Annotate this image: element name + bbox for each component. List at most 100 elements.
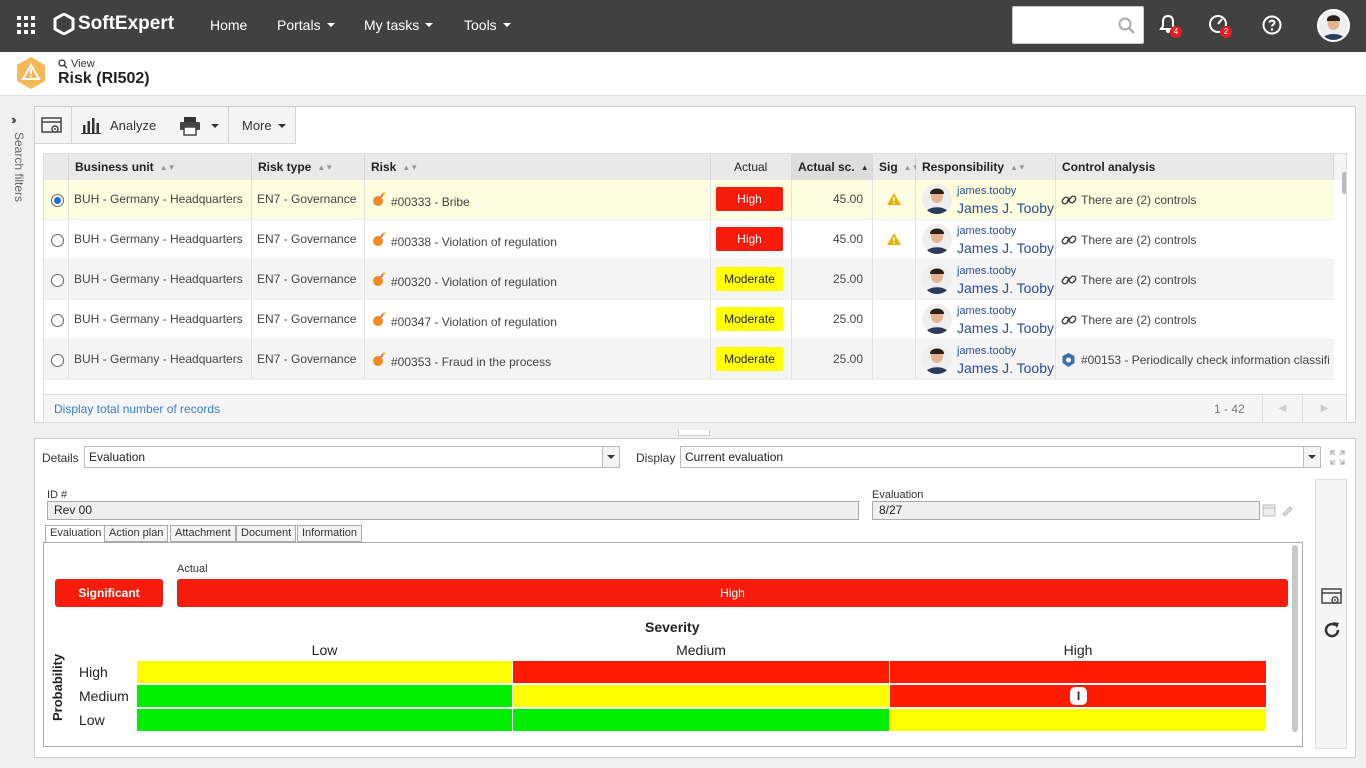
dropdown-arrow-icon[interactable]	[1303, 447, 1320, 467]
user-full-name[interactable]: James J. Tooby	[957, 360, 1055, 376]
business-unit-cell: BUH - Germany - Headquarters	[69, 300, 252, 340]
column-header-risk[interactable]: Risk ▲▼	[365, 154, 711, 180]
risk-name[interactable]: #00333 - Bribe	[391, 195, 470, 209]
display-total-records-link[interactable]: Display total number of records	[54, 402, 221, 416]
actual-level-cell: Moderate	[711, 340, 792, 380]
sort-ascending-icon[interactable]: ▲	[860, 162, 869, 172]
print-button[interactable]	[179, 116, 219, 136]
row-radio-button[interactable]	[51, 354, 64, 367]
risk-name[interactable]: #00347 - Violation of regulation	[391, 315, 557, 329]
display-select[interactable]: Current evaluation	[680, 446, 1321, 468]
chevron-down-icon	[502, 23, 511, 27]
more-button[interactable]: More	[242, 118, 286, 133]
current-risk-marker[interactable]: I	[1070, 687, 1087, 705]
table-row[interactable]: BUH - Germany - Headquarters EN7 - Govern…	[44, 260, 1334, 300]
clear-field-icon[interactable]	[1280, 503, 1294, 517]
user-avatar[interactable]	[1317, 9, 1350, 42]
search-filters-sidebar[interactable]: ›› Search filters	[0, 96, 34, 768]
maximize-icon[interactable]	[1330, 450, 1345, 465]
user-avatar	[922, 184, 952, 214]
print-dropdown-icon[interactable]	[211, 124, 219, 128]
magnifier-icon	[58, 59, 68, 69]
row-select-cell	[44, 180, 69, 220]
help-button[interactable]	[1262, 15, 1282, 35]
risk-type-cell: EN7 - Governance	[252, 220, 365, 260]
user-avatar-icon	[922, 184, 952, 214]
apps-grid-icon[interactable]	[17, 16, 35, 34]
nav-portals[interactable]: Portals	[277, 17, 335, 33]
expand-sidebar-icon[interactable]: ››	[11, 112, 16, 127]
risk-table: Business unit ▲▼ Risk type ▲▼ Risk ▲▼ Actua…	[43, 153, 1347, 395]
calendar-icon[interactable]	[1262, 503, 1276, 517]
tab-attachment[interactable]: Attachment	[170, 525, 236, 542]
user-full-name[interactable]: James J. Tooby	[957, 240, 1055, 256]
notifications-button[interactable]: 4	[1158, 14, 1182, 38]
control-analysis-text[interactable]: #00153 - Periodically check information …	[1081, 353, 1330, 367]
evaluation-date-field[interactable]: 8/27	[872, 501, 1260, 520]
column-header-actual-score[interactable]: Actual sc. ▲	[792, 154, 873, 180]
sort-icon[interactable]: ▲▼	[903, 162, 920, 172]
responsibility-cell: james.tooby James J. Tooby	[916, 180, 1056, 220]
sort-icon[interactable]: ▲▼	[159, 162, 176, 172]
id-field[interactable]: Rev 00	[47, 501, 859, 520]
tab-information[interactable]: Information	[297, 525, 363, 542]
user-full-name[interactable]: James J. Tooby	[957, 320, 1055, 336]
nav-tools[interactable]: Tools	[464, 17, 511, 33]
sort-icon[interactable]: ▲▼	[317, 162, 334, 172]
table-row[interactable]: BUH - Germany - Headquarters EN7 - Govern…	[44, 300, 1334, 340]
nav-home[interactable]: Home	[210, 17, 247, 33]
search-icon[interactable]	[1118, 17, 1136, 35]
tab-document[interactable]: Document	[236, 525, 297, 542]
warning-icon	[887, 193, 901, 205]
risk-name[interactable]: #00338 - Violation of regulation	[391, 235, 557, 249]
control-analysis-text[interactable]: There are (2) controls	[1081, 193, 1197, 207]
analyze-button[interactable]: Analyze	[81, 116, 156, 134]
tab-evaluation[interactable]: Evaluation	[45, 525, 107, 543]
risk-name[interactable]: #00320 - Violation of regulation	[391, 275, 557, 289]
sort-icon[interactable]: ▲▼	[1010, 162, 1026, 172]
row-radio-button[interactable]	[51, 274, 64, 287]
refresh-button[interactable]	[1322, 620, 1342, 640]
display-label: Display	[636, 451, 676, 465]
control-analysis-text[interactable]: There are (2) controls	[1081, 233, 1197, 247]
previous-page-button[interactable]: ◀	[1262, 395, 1302, 422]
bomb-icon	[373, 312, 386, 326]
table-row[interactable]: BUH - Germany - Headquarters EN7 - Govern…	[44, 220, 1334, 260]
user-full-name[interactable]: James J. Tooby	[957, 200, 1055, 216]
tab-action-plan[interactable]: Action plan	[104, 525, 169, 542]
column-header-control-analysis[interactable]: Control analysis	[1056, 154, 1334, 180]
table-row[interactable]: BUH - Germany - Headquarters EN7 - Govern…	[44, 340, 1334, 380]
search-input[interactable]	[1017, 15, 1113, 35]
link-icon	[1061, 235, 1077, 245]
user-full-name[interactable]: James J. Tooby	[957, 280, 1055, 296]
view-record-button[interactable]	[1321, 587, 1343, 607]
row-radio-button[interactable]	[51, 234, 64, 247]
top-navigation-bar: SoftExpert Home Portals My tasks Tools 4…	[0, 0, 1366, 52]
column-header-label: Control analysis	[1062, 160, 1156, 174]
panel-splitter-handle[interactable]	[678, 430, 710, 436]
control-analysis-text[interactable]: There are (2) controls	[1081, 313, 1197, 327]
vertical-scrollbar[interactable]	[1292, 545, 1298, 732]
actual-level-badge: Moderate	[716, 267, 783, 291]
column-header-risk-type[interactable]: Risk type ▲▼	[252, 154, 365, 180]
column-header-significant[interactable]: Sig ▲▼	[873, 154, 920, 180]
table-row[interactable]: BUH - Germany - Headquarters EN7 - Govern…	[44, 180, 1334, 220]
column-header-responsibility[interactable]: Responsibility ▲▼	[916, 154, 1056, 180]
search-box[interactable]	[1012, 6, 1144, 44]
nav-my-tasks[interactable]: My tasks	[364, 17, 434, 33]
control-analysis-text[interactable]: There are (2) controls	[1081, 273, 1197, 287]
id-value: Rev 00	[54, 503, 93, 517]
row-radio-button[interactable]	[51, 314, 64, 327]
details-select[interactable]: Evaluation	[84, 446, 620, 468]
risk-name[interactable]: #00353 - Fraud in the process	[391, 355, 552, 369]
next-page-button[interactable]: ▶	[1302, 395, 1346, 422]
sort-icon[interactable]: ▲▼	[402, 162, 419, 172]
column-header-actual[interactable]: Actual	[711, 154, 792, 180]
column-header-business-unit[interactable]: Business unit ▲▼	[69, 154, 252, 180]
view-record-button[interactable]	[41, 116, 63, 136]
dropdown-arrow-icon[interactable]	[602, 447, 619, 467]
row-radio-button[interactable]	[51, 194, 64, 207]
brand-logo[interactable]: SoftExpert	[53, 13, 174, 35]
vertical-scrollbar[interactable]	[1342, 172, 1346, 194]
tasks-button[interactable]: 2	[1208, 14, 1232, 38]
